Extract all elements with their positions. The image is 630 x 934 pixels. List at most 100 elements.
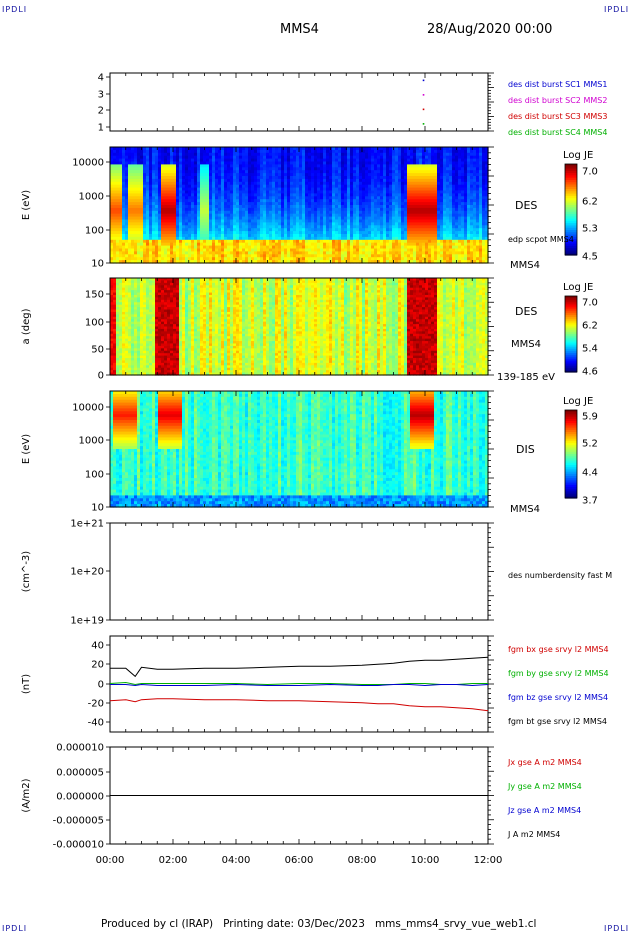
des_energy-cell <box>206 222 210 226</box>
des_energy-cell <box>191 234 195 238</box>
des_energy-cell <box>305 236 309 241</box>
des_energy-cell <box>203 170 207 174</box>
des_energy-cell <box>224 239 228 244</box>
des_energy-cell <box>179 196 183 200</box>
des_energy-cell <box>224 257 228 261</box>
des_energy-cell <box>236 207 240 212</box>
des_energy-cell <box>185 207 189 212</box>
des_energy-cell <box>212 199 216 203</box>
des_energy-cell <box>155 213 159 218</box>
des_energy-cell <box>134 205 138 209</box>
des_energy-cell <box>206 184 210 189</box>
des_energy-cell <box>116 242 120 247</box>
des_energy-cell <box>284 222 288 226</box>
des_energy-cell <box>254 178 258 183</box>
des_energy-cell <box>287 231 291 235</box>
des_energy-cell <box>158 155 162 160</box>
des_energy-cell <box>110 242 114 247</box>
des_energy-cell <box>299 216 303 221</box>
des_energy-cell <box>227 152 231 157</box>
des_energy-cell <box>263 242 267 247</box>
des_energy-cell <box>257 158 261 163</box>
des_energy-cell <box>152 236 156 241</box>
des_energy-cell <box>293 147 297 151</box>
des_energy-cell <box>194 161 198 165</box>
des_energy-cell <box>239 257 243 261</box>
des_energy-cell <box>149 210 153 215</box>
des_energy-cell <box>263 181 267 186</box>
des_energy-cell <box>143 257 147 261</box>
des_energy-cell <box>194 176 198 180</box>
des_energy-cell <box>308 239 312 244</box>
des_energy-cell <box>263 213 267 218</box>
des_energy-cell <box>284 152 288 157</box>
des_energy-cell <box>125 254 129 258</box>
des_energy-cell <box>245 187 249 192</box>
des_energy-cell <box>161 187 165 192</box>
des_energy-cell <box>194 193 198 197</box>
des_energy-cell <box>248 187 252 192</box>
des_energy-cell <box>203 251 207 255</box>
des_energy-cell <box>176 149 180 154</box>
des_energy-cell <box>215 239 219 244</box>
des_energy-cell <box>302 222 306 226</box>
des_energy-cell <box>167 161 171 165</box>
des_energy-cell <box>290 164 294 168</box>
des_energy-cell <box>185 167 189 171</box>
des_energy-cell <box>287 207 291 212</box>
des_energy-cell <box>236 184 240 189</box>
des_energy-cell <box>194 219 198 223</box>
des_energy-cell <box>128 205 132 209</box>
des_energy-cell <box>287 147 291 151</box>
des_energy-cell <box>233 196 237 200</box>
des_energy-cell <box>167 210 171 215</box>
des_energy-cell <box>134 161 138 165</box>
des_energy-cell <box>161 161 165 165</box>
des_energy-cell <box>128 184 132 189</box>
des_energy-cell <box>272 242 276 247</box>
des_energy-cell <box>302 236 306 241</box>
des_energy-cell <box>269 210 273 215</box>
des_energy-cell <box>197 149 201 154</box>
des_energy-cell <box>134 213 138 218</box>
des_energy-cell <box>224 164 228 168</box>
des_energy-cell <box>212 254 216 258</box>
des_energy-cell <box>254 167 258 171</box>
des_energy-cell <box>272 199 276 203</box>
des_energy-cell <box>152 181 156 186</box>
des_energy-cell <box>158 231 162 235</box>
des_energy-cell <box>245 196 249 200</box>
des_energy-cell <box>287 164 291 168</box>
des_energy-cell <box>179 231 183 235</box>
des_energy-cell <box>221 234 225 238</box>
des_energy-cell <box>311 205 315 209</box>
des_energy-cell <box>182 190 186 194</box>
des_energy-cell <box>308 216 312 221</box>
des_energy-cell <box>251 219 255 223</box>
des_energy-cell <box>287 202 291 206</box>
des_energy-cell <box>188 260 192 264</box>
des_energy-cell <box>173 202 177 206</box>
des_energy-cell <box>131 193 135 197</box>
des_energy-cell <box>242 219 246 223</box>
des_energy-cell <box>224 245 228 250</box>
des_energy-cell <box>119 225 123 229</box>
des_energy-cell <box>182 184 186 189</box>
des_energy-cell <box>251 193 255 197</box>
des_energy-cell <box>152 245 156 250</box>
des_energy-cell <box>200 187 204 192</box>
des_energy-cell <box>167 149 171 154</box>
des_energy-cell <box>290 149 294 154</box>
des_energy-cell <box>266 164 270 168</box>
des_energy-cell <box>215 234 219 238</box>
des_energy-cell <box>305 199 309 203</box>
des_energy-cell <box>143 231 147 235</box>
des_energy-cell <box>308 173 312 177</box>
des_energy-cell <box>227 187 231 192</box>
des_energy-cell <box>182 155 186 160</box>
des_energy-cell <box>158 257 162 261</box>
des_energy-cell <box>197 222 201 226</box>
des_energy-cell <box>251 196 255 200</box>
des_energy-cell <box>218 205 222 209</box>
des_energy-cell <box>236 205 240 209</box>
